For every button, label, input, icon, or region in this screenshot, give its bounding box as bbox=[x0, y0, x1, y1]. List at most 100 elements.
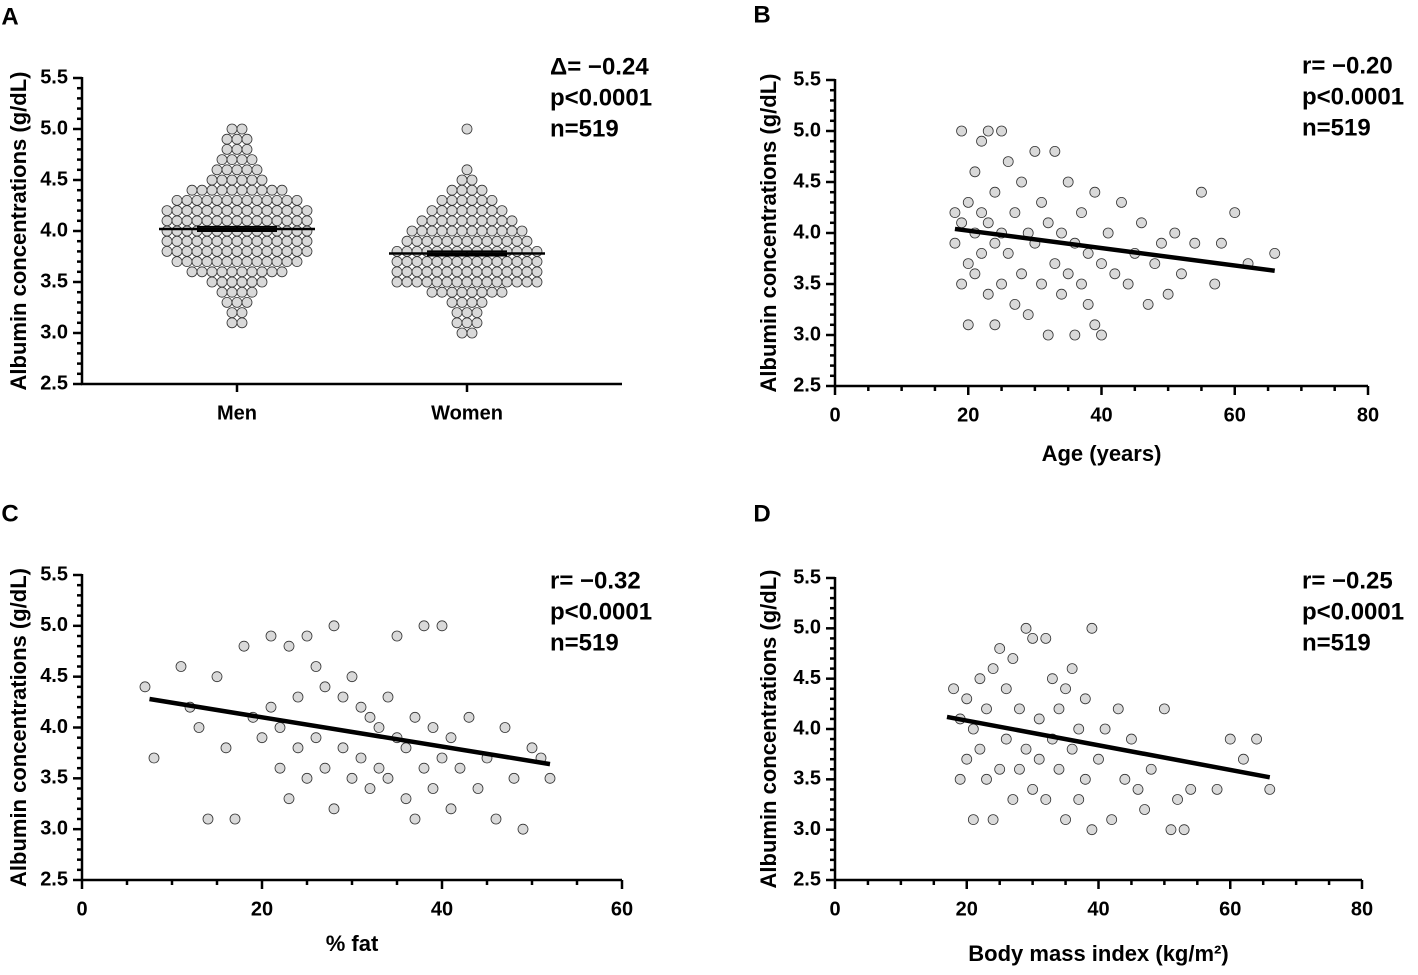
data-point bbox=[1139, 804, 1151, 815]
regression-line bbox=[954, 226, 1276, 273]
data-point bbox=[481, 235, 493, 247]
data-point bbox=[456, 174, 468, 186]
annotation: p<0.0001 bbox=[1302, 83, 1404, 110]
data-point bbox=[226, 184, 238, 196]
y-tick-label: 4.5 bbox=[40, 168, 68, 190]
data-point bbox=[291, 235, 303, 247]
data-point bbox=[291, 215, 303, 227]
data-point bbox=[431, 276, 443, 288]
data-point bbox=[226, 266, 238, 278]
data-point bbox=[456, 184, 468, 196]
data-point bbox=[445, 732, 457, 744]
data-point bbox=[301, 205, 313, 217]
data-point bbox=[401, 276, 413, 288]
data-point bbox=[337, 691, 349, 703]
data-point bbox=[1112, 703, 1124, 715]
data-point bbox=[216, 286, 228, 298]
data-point bbox=[221, 235, 233, 247]
data-point bbox=[1076, 278, 1087, 290]
data-point bbox=[401, 266, 413, 278]
data-point bbox=[301, 215, 313, 227]
data-point bbox=[226, 276, 238, 288]
data-point bbox=[226, 307, 238, 319]
data-point bbox=[974, 743, 986, 755]
regression-line bbox=[946, 714, 1271, 780]
data-point bbox=[446, 205, 458, 217]
data-point bbox=[466, 215, 478, 227]
x-tick-label: 60 bbox=[1219, 898, 1241, 920]
annotation: p<0.0001 bbox=[1302, 598, 1404, 625]
data-point bbox=[1096, 258, 1107, 270]
data-point bbox=[1009, 298, 1021, 310]
data-point bbox=[481, 276, 493, 288]
data-point bbox=[193, 722, 205, 733]
data-point bbox=[201, 205, 213, 217]
y-tick-label: 3.5 bbox=[40, 270, 68, 292]
data-point bbox=[191, 194, 203, 206]
data-point bbox=[391, 256, 403, 268]
data-point bbox=[456, 205, 468, 217]
data-point bbox=[1169, 227, 1181, 239]
data-point bbox=[251, 194, 263, 206]
data-point bbox=[1116, 196, 1127, 208]
x-tick-label: 20 bbox=[251, 898, 273, 920]
y-tick-label: 3.5 bbox=[40, 767, 68, 789]
data-point bbox=[454, 762, 466, 774]
data-point bbox=[1040, 633, 1052, 644]
y-tick-label: 4.5 bbox=[40, 665, 68, 687]
data-point bbox=[436, 286, 448, 298]
annotation: p<0.0001 bbox=[550, 84, 652, 111]
data-point bbox=[181, 245, 193, 257]
data-point bbox=[171, 235, 183, 247]
panel-label: B bbox=[753, 1, 770, 28]
data-point bbox=[236, 276, 248, 288]
data-point bbox=[949, 237, 961, 249]
data-point bbox=[491, 235, 503, 247]
data-point bbox=[436, 215, 448, 227]
data-point bbox=[962, 319, 974, 331]
data-point bbox=[271, 235, 283, 247]
data-point bbox=[436, 194, 448, 206]
data-point bbox=[271, 205, 283, 217]
data-point bbox=[496, 205, 508, 217]
data-point bbox=[1238, 753, 1249, 765]
data-point bbox=[511, 245, 523, 257]
data-point bbox=[301, 245, 313, 257]
data-point bbox=[226, 123, 238, 135]
data-point bbox=[1007, 653, 1019, 664]
data-point bbox=[521, 235, 533, 247]
data-point bbox=[261, 245, 273, 257]
data-point bbox=[1014, 763, 1025, 775]
data-point bbox=[251, 215, 263, 227]
data-point bbox=[1076, 207, 1087, 219]
data-point bbox=[471, 256, 483, 268]
data-point bbox=[511, 266, 523, 278]
data-point bbox=[281, 194, 293, 206]
data-point bbox=[441, 266, 453, 278]
data-point bbox=[961, 693, 973, 705]
data-point bbox=[328, 803, 340, 815]
data-point bbox=[265, 701, 277, 713]
data-point bbox=[337, 742, 349, 754]
data-point bbox=[1162, 288, 1174, 300]
data-point bbox=[256, 174, 268, 186]
data-point bbox=[1049, 145, 1061, 157]
x-tick-label: 0 bbox=[76, 898, 87, 920]
data-point bbox=[401, 235, 413, 247]
data-point bbox=[246, 184, 258, 196]
y-tick-label: 2.5 bbox=[40, 372, 68, 394]
data-point bbox=[421, 266, 433, 278]
data-point bbox=[1096, 329, 1107, 341]
data-point bbox=[401, 245, 413, 257]
data-point bbox=[476, 296, 488, 308]
data-point bbox=[1158, 703, 1170, 715]
data-point bbox=[446, 194, 458, 206]
data-point bbox=[229, 813, 241, 825]
data-point bbox=[471, 266, 483, 278]
data-point bbox=[962, 196, 974, 208]
data-point bbox=[436, 752, 448, 764]
data-point bbox=[491, 266, 503, 278]
x-tick-label: 80 bbox=[1357, 404, 1379, 426]
data-point bbox=[231, 164, 243, 176]
data-point bbox=[281, 256, 293, 268]
